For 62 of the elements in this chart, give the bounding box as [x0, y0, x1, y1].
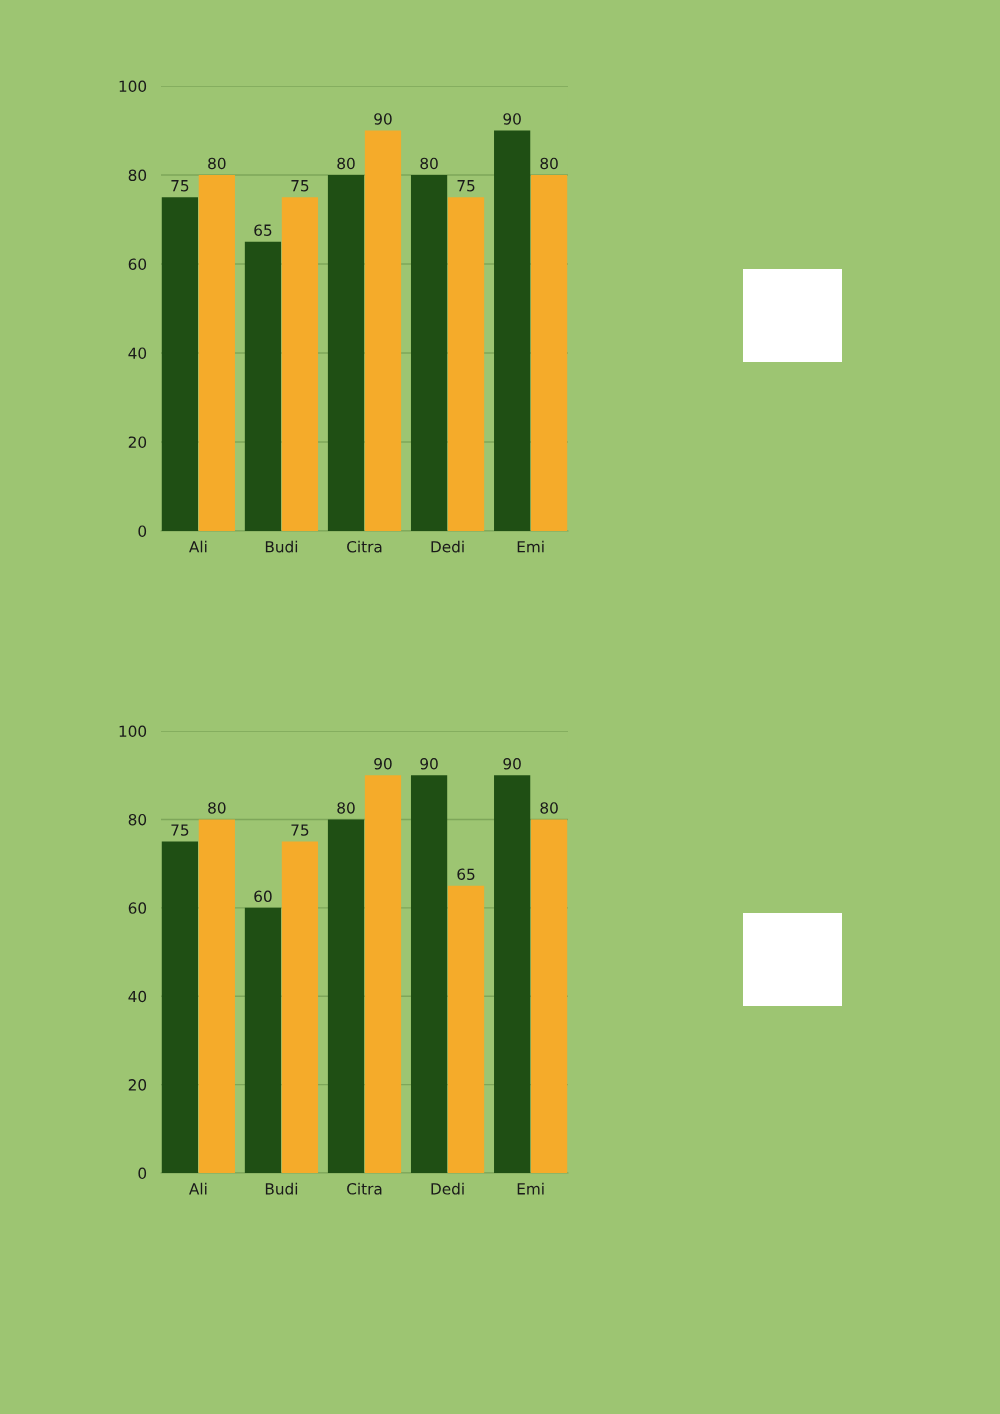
y-tick-label: 20: [128, 436, 147, 448]
x-tick-label: Budi: [265, 1182, 298, 1195]
y-tick-label: 80: [128, 169, 147, 181]
data-label: 60: [254, 890, 272, 903]
data-label: 75: [171, 180, 189, 192]
bar: [161, 841, 199, 1174]
bar: [494, 130, 531, 531]
data-label: 90: [374, 757, 392, 770]
y-tick-label: 0: [138, 525, 147, 537]
bar: [327, 174, 365, 531]
data-label: 80: [540, 802, 558, 814]
data-label: 90: [503, 757, 521, 770]
data-label: 75: [457, 180, 475, 192]
bar: [447, 197, 485, 531]
bar: [364, 130, 402, 531]
data-label: 80: [337, 802, 355, 814]
y-tick-label: 0: [138, 1167, 147, 1180]
bar: [244, 907, 282, 1174]
x-tick-label: Ali: [189, 540, 207, 553]
bar: [198, 174, 235, 531]
x-tick-label: Citra: [347, 540, 382, 553]
data-label: 80: [208, 157, 226, 170]
y-tick-label: 60: [128, 258, 147, 270]
x-tick-label: Budi: [265, 540, 298, 553]
y-tick-label: 40: [128, 990, 147, 1003]
data-label: 75: [291, 180, 309, 192]
data-label: 80: [208, 802, 226, 814]
bar: [198, 819, 235, 1174]
x-tick-label: Ali: [189, 1182, 207, 1195]
y-tick-label: 80: [128, 813, 147, 826]
x-tick-label: Citra: [347, 1182, 382, 1195]
data-label: 90: [503, 113, 521, 125]
x-tick-label: Dedi: [431, 1182, 464, 1195]
bar: [410, 775, 448, 1174]
x-tick-label: Dedi: [431, 540, 464, 553]
bar: [447, 885, 485, 1174]
data-label: 65: [254, 224, 272, 236]
x-tick-label: Emi: [517, 1182, 544, 1195]
y-tick-label: 40: [128, 347, 147, 359]
data-label: 75: [291, 824, 309, 836]
data-label: 75: [171, 824, 189, 836]
y-tick-label: 100: [119, 80, 147, 92]
bar: [530, 819, 568, 1174]
bar: [244, 241, 282, 531]
x-tick-label: Emi: [517, 540, 544, 553]
bar: [410, 174, 448, 531]
data-label: 80: [540, 157, 558, 170]
bar: [494, 775, 531, 1174]
y-tick-label: 100: [119, 725, 147, 738]
bar: [161, 197, 199, 531]
y-tick-label: 20: [128, 1079, 147, 1091]
bar: [281, 197, 319, 531]
bar: [327, 819, 365, 1174]
data-label: 80: [420, 157, 438, 170]
data-label: 80: [337, 157, 355, 170]
data-label: 90: [420, 757, 438, 770]
y-tick-label: 60: [128, 902, 147, 914]
bar: [364, 775, 402, 1174]
data-label: 90: [374, 113, 392, 125]
bar: [530, 174, 568, 531]
bar: [281, 841, 319, 1174]
data-label: 65: [457, 868, 475, 881]
